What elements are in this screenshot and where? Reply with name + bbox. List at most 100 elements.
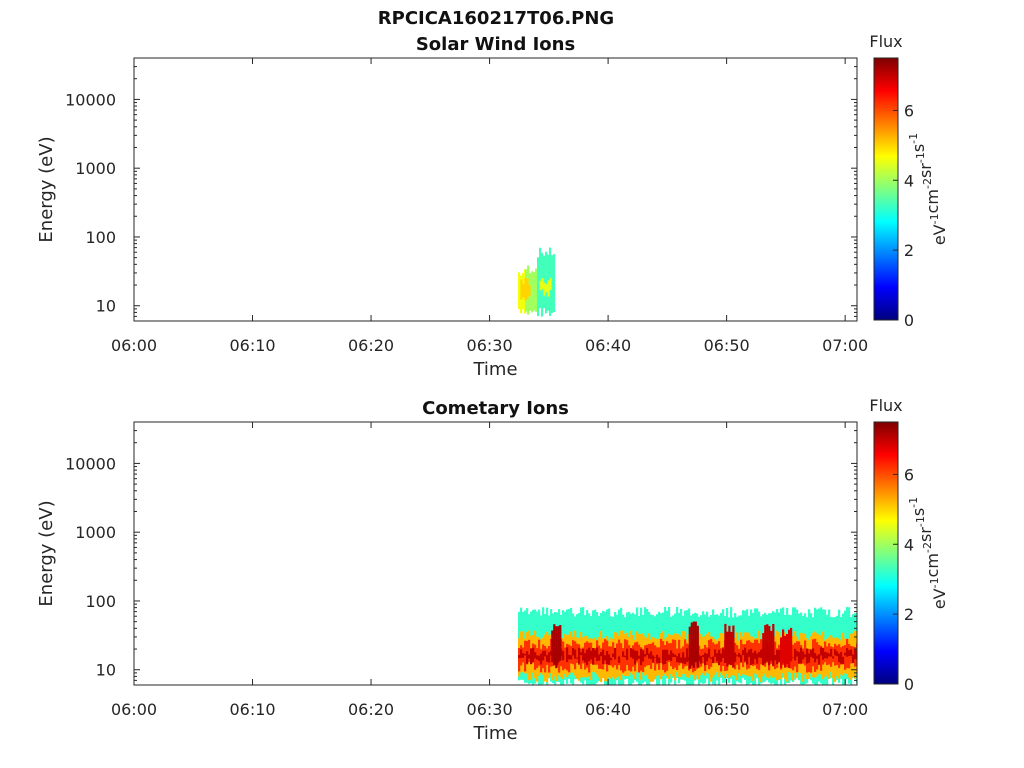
flux-cell xyxy=(714,649,717,657)
x-tick-label: 06:10 xyxy=(229,700,275,719)
colorbar-tick-label: 4 xyxy=(904,535,914,554)
y-axis-label: Energy (eV) xyxy=(36,500,57,606)
flux-cell xyxy=(748,649,751,657)
flux-cell xyxy=(818,654,821,665)
flux-cell xyxy=(676,656,679,663)
flux-cell xyxy=(660,638,663,664)
flux-cell xyxy=(674,640,677,668)
flux-cell xyxy=(822,647,825,660)
flux-cell xyxy=(600,648,603,669)
flux-cell xyxy=(654,657,657,658)
flux-cell xyxy=(580,648,583,669)
flux-cell xyxy=(810,649,813,657)
colorbar-tick-label: 6 xyxy=(904,465,914,484)
flux-cell xyxy=(730,631,733,662)
flux-cell xyxy=(616,643,619,670)
flux-cell xyxy=(828,653,831,657)
flux-cell xyxy=(539,247,542,309)
flux-cell xyxy=(530,648,533,664)
flux-cell xyxy=(738,648,741,670)
flux-cell xyxy=(543,282,546,296)
x-tick-label: 07:00 xyxy=(822,700,868,719)
colorbar-units: eV-1cm-2sr-1s-1 xyxy=(907,497,949,609)
flux-cell xyxy=(588,647,591,662)
flux-cell xyxy=(792,657,795,659)
flux-cell xyxy=(648,653,651,659)
flux-cell xyxy=(533,272,536,311)
flux-cell xyxy=(620,643,623,671)
flux-cell xyxy=(640,648,643,666)
flux-cell xyxy=(840,652,843,664)
flux-cell xyxy=(524,278,527,301)
flux-cell xyxy=(538,639,541,666)
flux-cell xyxy=(551,255,554,313)
flux-cell xyxy=(636,650,639,660)
x-tick-label: 06:30 xyxy=(467,336,513,355)
x-tick-label: 06:20 xyxy=(348,336,394,355)
flux-cell xyxy=(547,280,550,297)
flux-cell xyxy=(524,653,527,656)
flux-cell xyxy=(696,625,699,668)
flux-cell xyxy=(528,654,531,659)
flux-cell xyxy=(594,649,597,658)
flux-cell xyxy=(752,652,755,664)
x-tick-label: 06:50 xyxy=(704,336,750,355)
flux-cell xyxy=(796,641,799,673)
flux-cell xyxy=(844,652,847,656)
flux-cell xyxy=(776,649,779,664)
x-tick-label: 06:10 xyxy=(229,336,275,355)
flux-cell xyxy=(702,655,705,658)
flux-cell xyxy=(832,647,835,663)
flux-cell xyxy=(794,648,797,661)
flux-cell xyxy=(830,648,833,657)
y-tick-label: 100 xyxy=(85,228,116,247)
flux-cell xyxy=(535,268,538,312)
flux-cell xyxy=(836,651,839,657)
flux-cell xyxy=(537,257,540,316)
flux-cell xyxy=(848,644,851,669)
flux-cell xyxy=(678,653,681,663)
flux-cell xyxy=(704,652,707,666)
flux-cell xyxy=(580,652,583,656)
flux-cell xyxy=(518,655,521,658)
flux-cell xyxy=(684,657,687,664)
flux-cell xyxy=(520,279,523,300)
flux-cell xyxy=(614,648,617,660)
flux-cell xyxy=(559,625,562,661)
x-axis-label: Time xyxy=(472,723,517,744)
flux-cell xyxy=(684,639,687,667)
flux-cell xyxy=(582,648,585,661)
flux-cell xyxy=(610,646,613,666)
flux-cell xyxy=(756,653,759,664)
colorbar-gradient xyxy=(873,421,899,685)
panels: Solar Wind Ions 06:00 06:10 06:20 06:30 06:40… xyxy=(36,32,949,744)
flux-cell xyxy=(576,657,579,659)
panel-title: Cometary Ions xyxy=(422,398,569,419)
flux-cell xyxy=(832,656,835,659)
x-tick-label: 06:20 xyxy=(348,700,394,719)
flux-cell xyxy=(670,650,673,662)
flux-cell xyxy=(526,651,529,664)
flux-cell xyxy=(698,654,701,662)
flux-cell xyxy=(600,652,603,657)
flux-cell xyxy=(545,284,548,293)
flux-cell xyxy=(852,654,855,663)
flux-cell xyxy=(584,653,587,663)
colorbar-title: Flux xyxy=(869,32,902,51)
flux-cell xyxy=(622,648,625,673)
flux-cell xyxy=(712,656,715,664)
colorbar: 0 2 4 6 Flux eV-1cm-2sr-1s-1 xyxy=(869,396,949,694)
flux-cell xyxy=(842,656,845,665)
flux-cell xyxy=(545,251,548,314)
flux-cell xyxy=(528,285,531,296)
flux-cell xyxy=(518,648,521,672)
flux-cell xyxy=(549,278,552,290)
flux-cell xyxy=(564,647,567,669)
flux-cell xyxy=(544,650,547,657)
flux-cell xyxy=(568,654,571,660)
flux-cell xyxy=(672,653,675,657)
flux-cell xyxy=(572,648,575,656)
flux-cell xyxy=(658,657,661,664)
flux-cell xyxy=(780,637,783,668)
flux-cell xyxy=(570,646,573,664)
